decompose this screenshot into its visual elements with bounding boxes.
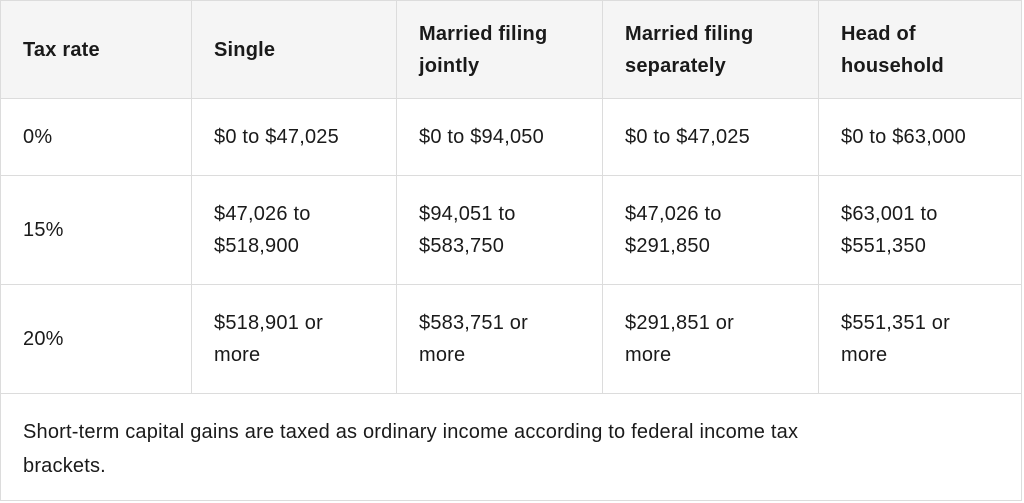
table-row: 20% $518,901 or more $583,751 or more $2…	[1, 284, 1021, 394]
rate-value: 15%	[23, 219, 64, 241]
header-line: separately	[625, 54, 726, 77]
rate-cell: 0%	[1, 98, 192, 176]
table-row: 0% $0 to $47,025 $0 to $94,050 $0 to $47…	[1, 98, 1021, 176]
header-line: household	[841, 54, 944, 77]
table-footnote-row: Short-term capital gains are taxed as or…	[1, 393, 1021, 500]
bracket-cell-household: $0 to $63,000	[818, 98, 1021, 176]
bracket-line: more	[214, 344, 261, 366]
bracket-line: $551,350	[841, 235, 927, 257]
bracket-cell-single: $518,901 or more	[191, 284, 397, 394]
header-head-of-household: Head of household	[818, 1, 1021, 99]
bracket-cell-household: $551,351 or more	[818, 284, 1021, 394]
bracket-line: $0 to $47,025	[214, 126, 339, 148]
rate-cell: 15%	[1, 175, 192, 285]
bracket-line: $0 to $63,000	[841, 126, 966, 148]
header-single: Single	[191, 1, 397, 99]
bracket-cell-single: $0 to $47,025	[191, 98, 397, 176]
bracket-cell-jointly: $0 to $94,050	[396, 98, 603, 176]
bracket-line: $47,026 to	[625, 203, 722, 225]
header-line: Married filing	[419, 22, 548, 45]
header-line: Tax rate	[23, 38, 100, 61]
header-married-filing-separately: Married filing separately	[602, 1, 819, 99]
bracket-line: $291,850	[625, 235, 711, 257]
bracket-line: more	[841, 344, 888, 366]
bracket-cell-household: $63,001 to $551,350	[818, 175, 1021, 285]
table-header-row: Tax rate Single Married filing jointly M…	[1, 1, 1021, 99]
bracket-cell-jointly: $583,751 or more	[396, 284, 603, 394]
rate-value: 20%	[23, 328, 64, 350]
bracket-line: $551,351 or	[841, 312, 950, 334]
bracket-line: more	[419, 344, 466, 366]
bracket-line: $63,001 to	[841, 203, 938, 225]
rate-value: 0%	[23, 126, 53, 148]
footnote-line: Short-term capital gains are taxed as or…	[23, 420, 799, 443]
header-married-filing-jointly: Married filing jointly	[396, 1, 603, 99]
rate-cell: 20%	[1, 284, 192, 394]
table-row: 15% $47,026 to $518,900 $94,051 to $583,…	[1, 175, 1021, 285]
bracket-line: $291,851 or	[625, 312, 734, 334]
bracket-line: $0 to $47,025	[625, 126, 750, 148]
footnote-line: brackets.	[23, 454, 106, 477]
bracket-line: $94,051 to	[419, 203, 516, 225]
bracket-line: $518,901 or	[214, 312, 323, 334]
bracket-line: $583,750	[419, 235, 505, 257]
header-line: Head of	[841, 22, 916, 45]
bracket-line: more	[625, 344, 672, 366]
header-line: Single	[214, 38, 276, 61]
bracket-cell-separately: $291,851 or more	[602, 284, 819, 394]
header-tax-rate: Tax rate	[1, 1, 192, 99]
header-line: Married filing	[625, 22, 754, 45]
bracket-cell-separately: $0 to $47,025	[602, 98, 819, 176]
bracket-cell-single: $47,026 to $518,900	[191, 175, 397, 285]
bracket-line: $583,751 or	[419, 312, 528, 334]
bracket-cell-separately: $47,026 to $291,850	[602, 175, 819, 285]
header-line: jointly	[419, 54, 480, 77]
bracket-line: $0 to $94,050	[419, 126, 544, 148]
bracket-line: $518,900	[214, 235, 300, 257]
bracket-cell-jointly: $94,051 to $583,750	[396, 175, 603, 285]
footnote-cell: Short-term capital gains are taxed as or…	[1, 393, 1021, 500]
bracket-line: $47,026 to	[214, 203, 311, 225]
